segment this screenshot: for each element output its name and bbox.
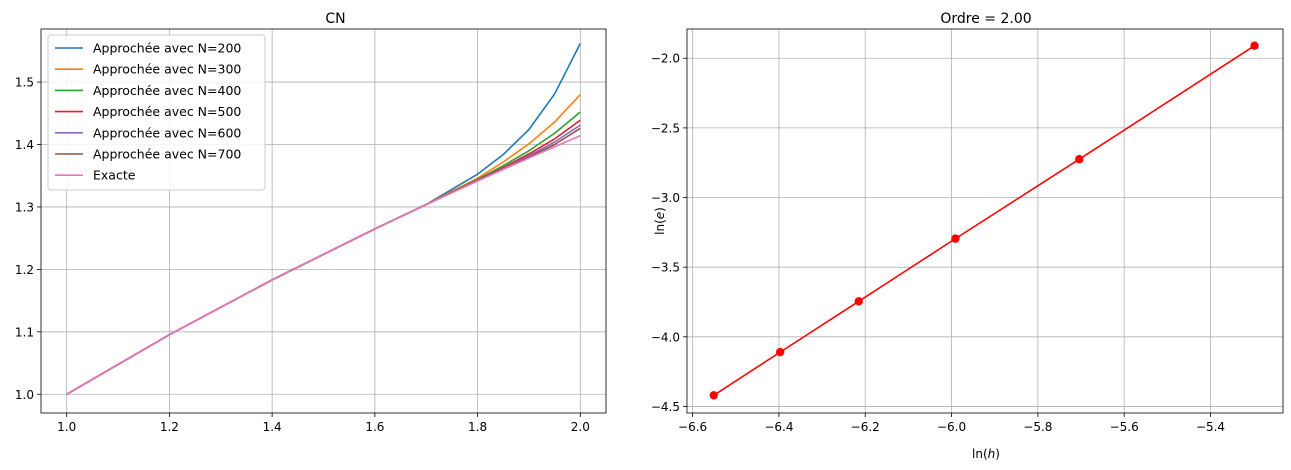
legend-label-approch-e-avec-n-600: Approchée avec N=600 xyxy=(93,125,241,140)
legend-label-approch-e-avec-n-700: Approchée avec N=700 xyxy=(93,147,241,162)
right-x-tick-label: −6.2 xyxy=(851,420,880,434)
left-plot-frame xyxy=(40,28,607,414)
left-x-tick-label: 1.8 xyxy=(468,420,487,434)
left-y-tick-label: 1.1 xyxy=(15,325,34,339)
right-x-ticks: −6.6 −6.4 −6.2 −6.0 −5.8 −5.6 −5.4 xyxy=(678,413,1225,434)
left-x-tick-label: 1.4 xyxy=(263,420,282,434)
right-x-tick-label: −6.4 xyxy=(764,420,793,434)
right-data-point xyxy=(776,347,785,357)
right-data-point xyxy=(854,297,863,306)
left-y-tick-label: 1.0 xyxy=(15,388,34,402)
right-chart-title: Ordre = 2.00 xyxy=(940,11,1031,27)
right-plot-frame xyxy=(686,28,1284,414)
right-data-point xyxy=(1075,155,1084,164)
left-y-ticks: 1.0 1.1 1.2 1.3 1.4 1.5 xyxy=(15,76,41,402)
right-x-tick-label: −6.6 xyxy=(678,420,707,434)
right-data-point xyxy=(951,234,960,243)
left-chart: CN 1.0 1.2 1.4 1.6 1.8 2.0 1.0 1.1 1.2 1.3 1.4 1.5… xyxy=(15,11,607,434)
left-y-tick-label: 1.4 xyxy=(15,138,34,152)
right-y-tick-label: −2.0 xyxy=(651,52,680,66)
left-y-tick-label: 1.2 xyxy=(15,263,34,277)
left-x-ticks: 1.0 1.2 1.4 1.6 1.8 2.0 xyxy=(57,413,590,434)
right-y-tick-label: −4.5 xyxy=(651,400,680,414)
left-x-tick-label: 1.2 xyxy=(160,420,179,434)
left-line-exacte xyxy=(66,134,581,395)
left-y-tick-label: 1.3 xyxy=(15,200,34,214)
left-legend-box xyxy=(47,34,266,191)
right-y-tick-label: −2.5 xyxy=(651,121,680,135)
right-y-tick-label: −3.0 xyxy=(651,191,680,205)
right-y-tick-label: −3.5 xyxy=(651,261,680,275)
right-series-lines xyxy=(709,41,1259,400)
right-x-tick-label: −6.0 xyxy=(937,420,966,434)
right-y-ticks: −4.5 −4.0 −3.5 −3.0 −2.5 −2.0 xyxy=(651,52,687,414)
left-y-tick-label: 1.5 xyxy=(15,76,34,90)
right-y-axis-label: ln(e) xyxy=(653,207,667,235)
right-x-tick-label: −5.4 xyxy=(1196,420,1225,434)
right-x-axis-label: ln(h) xyxy=(972,447,1000,461)
left-chart-title: CN xyxy=(325,11,345,27)
left-series-lines xyxy=(66,42,582,395)
right-x-tick-label: −5.8 xyxy=(1023,420,1052,434)
right-line-series-0 xyxy=(713,45,1255,396)
right-data-point xyxy=(709,391,718,400)
left-legend: Approchée avec N=200 Approchée avec N=300… xyxy=(47,34,266,191)
legend-label-exacte: Exacte xyxy=(93,168,136,183)
legend-label-approch-e-avec-n-400: Approchée avec N=400 xyxy=(93,83,241,98)
right-y-tick-label: −4.0 xyxy=(651,330,680,344)
left-x-tick-label: 1.6 xyxy=(365,420,384,434)
right-data-point xyxy=(1250,41,1259,50)
legend-label-approch-e-avec-n-500: Approchée avec N=500 xyxy=(93,104,241,119)
right-x-tick-label: −5.6 xyxy=(1110,420,1139,434)
legend-label-approch-e-avec-n-200: Approchée avec N=200 xyxy=(93,41,241,56)
right-chart: Ordre = 2.00 −6.6 −6.4 −6.2 −6.0 −5.8 −5.6 −5.… xyxy=(651,11,1284,461)
right-grid xyxy=(687,29,1283,413)
left-x-tick-label: 1.0 xyxy=(57,420,76,434)
legend-label-approch-e-avec-n-300: Approchée avec N=300 xyxy=(93,62,241,77)
left-x-tick-label: 2.0 xyxy=(571,420,590,434)
